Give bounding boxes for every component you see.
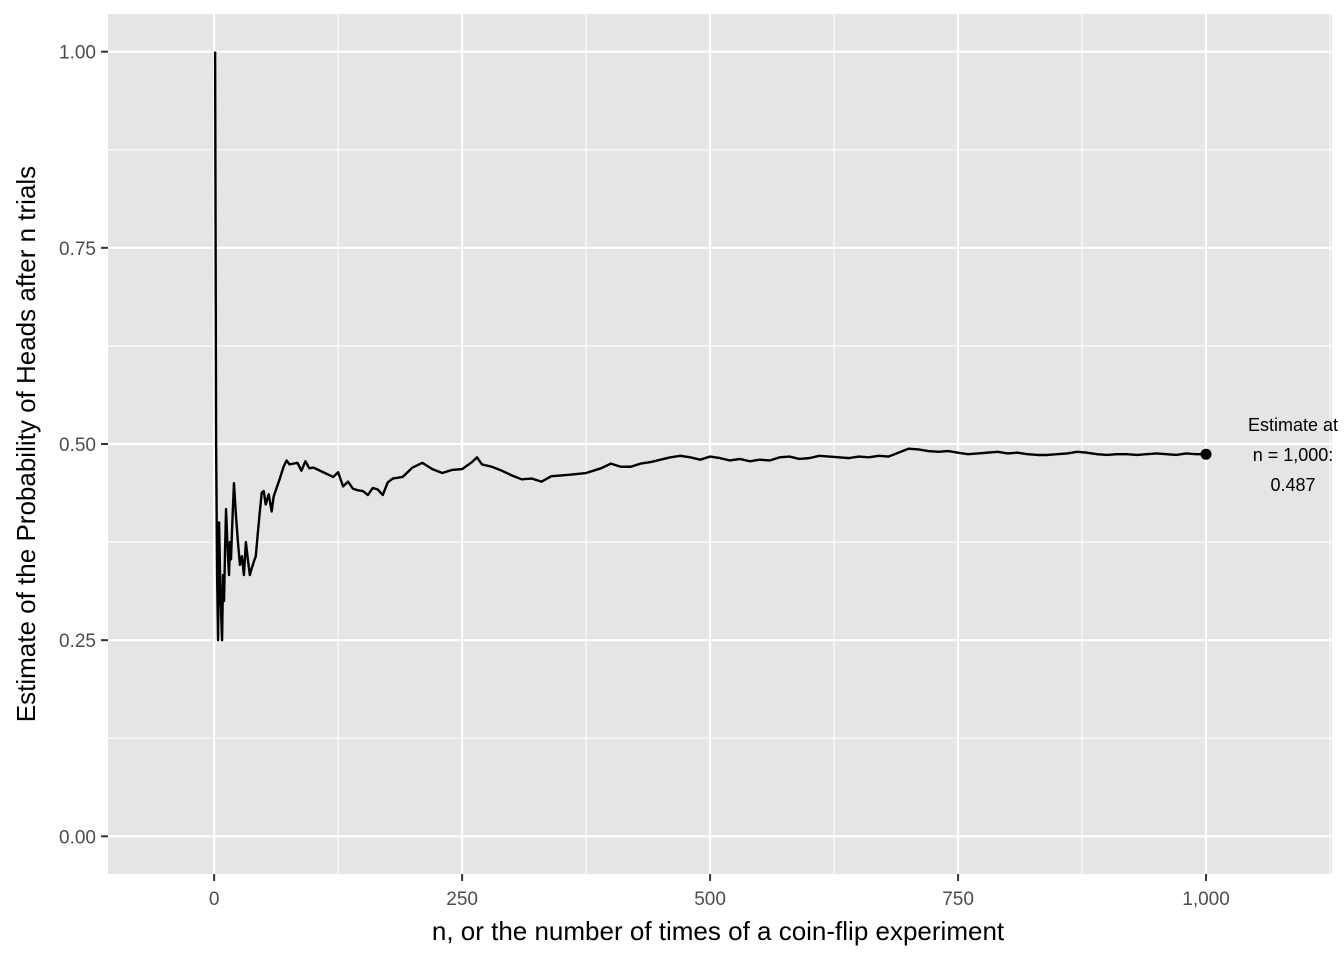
y-tick-label: 0.50 bbox=[59, 435, 96, 456]
point-layer bbox=[1200, 448, 1212, 460]
series-line bbox=[213, 51, 1207, 642]
annotation-line: 0.487 bbox=[1271, 475, 1316, 495]
y-tick-label: 1.00 bbox=[59, 43, 96, 64]
y-tick-label: 0.25 bbox=[59, 631, 96, 652]
y-tick-label: 0.75 bbox=[59, 239, 96, 260]
y-axis-title: Estimate of the Probability of Heads aft… bbox=[11, 166, 41, 722]
x-tick-label: 1,000 bbox=[1182, 889, 1230, 910]
x-tick-label: 750 bbox=[942, 889, 974, 910]
x-tick-label: 500 bbox=[694, 889, 726, 910]
x-axis: 0 250 500 750 1,000 bbox=[209, 874, 1230, 910]
series-layer bbox=[213, 51, 1207, 642]
data-point bbox=[1200, 448, 1212, 460]
y-tick-label: 0.00 bbox=[59, 827, 96, 848]
annotation-line: Estimate at bbox=[1248, 415, 1338, 435]
x-axis-title: n, or the number of times of a coin-flip… bbox=[432, 916, 1005, 946]
annotation-line: n = 1,000: bbox=[1253, 445, 1334, 465]
annotation: Estimate at n = 1,000: 0.487 bbox=[1248, 415, 1338, 495]
y-axis: 0.00 0.25 0.50 0.75 1.00 bbox=[59, 43, 108, 848]
x-tick-label: 0 bbox=[209, 889, 220, 910]
x-tick-label: 250 bbox=[446, 889, 478, 910]
major-grid bbox=[108, 14, 1332, 874]
